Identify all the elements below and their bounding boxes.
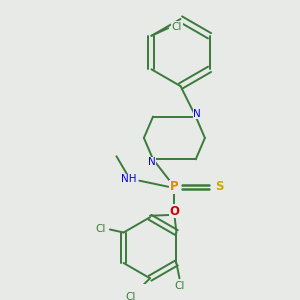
Text: Cl: Cl (125, 292, 135, 300)
Text: N: N (148, 158, 155, 167)
Text: NH: NH (121, 174, 136, 184)
Text: Cl: Cl (172, 22, 182, 32)
Text: O: O (169, 205, 179, 218)
Text: Cl: Cl (95, 224, 106, 235)
Text: S: S (215, 180, 224, 193)
Text: N: N (194, 109, 201, 118)
Text: Cl: Cl (174, 281, 185, 291)
Text: P: P (170, 180, 179, 193)
